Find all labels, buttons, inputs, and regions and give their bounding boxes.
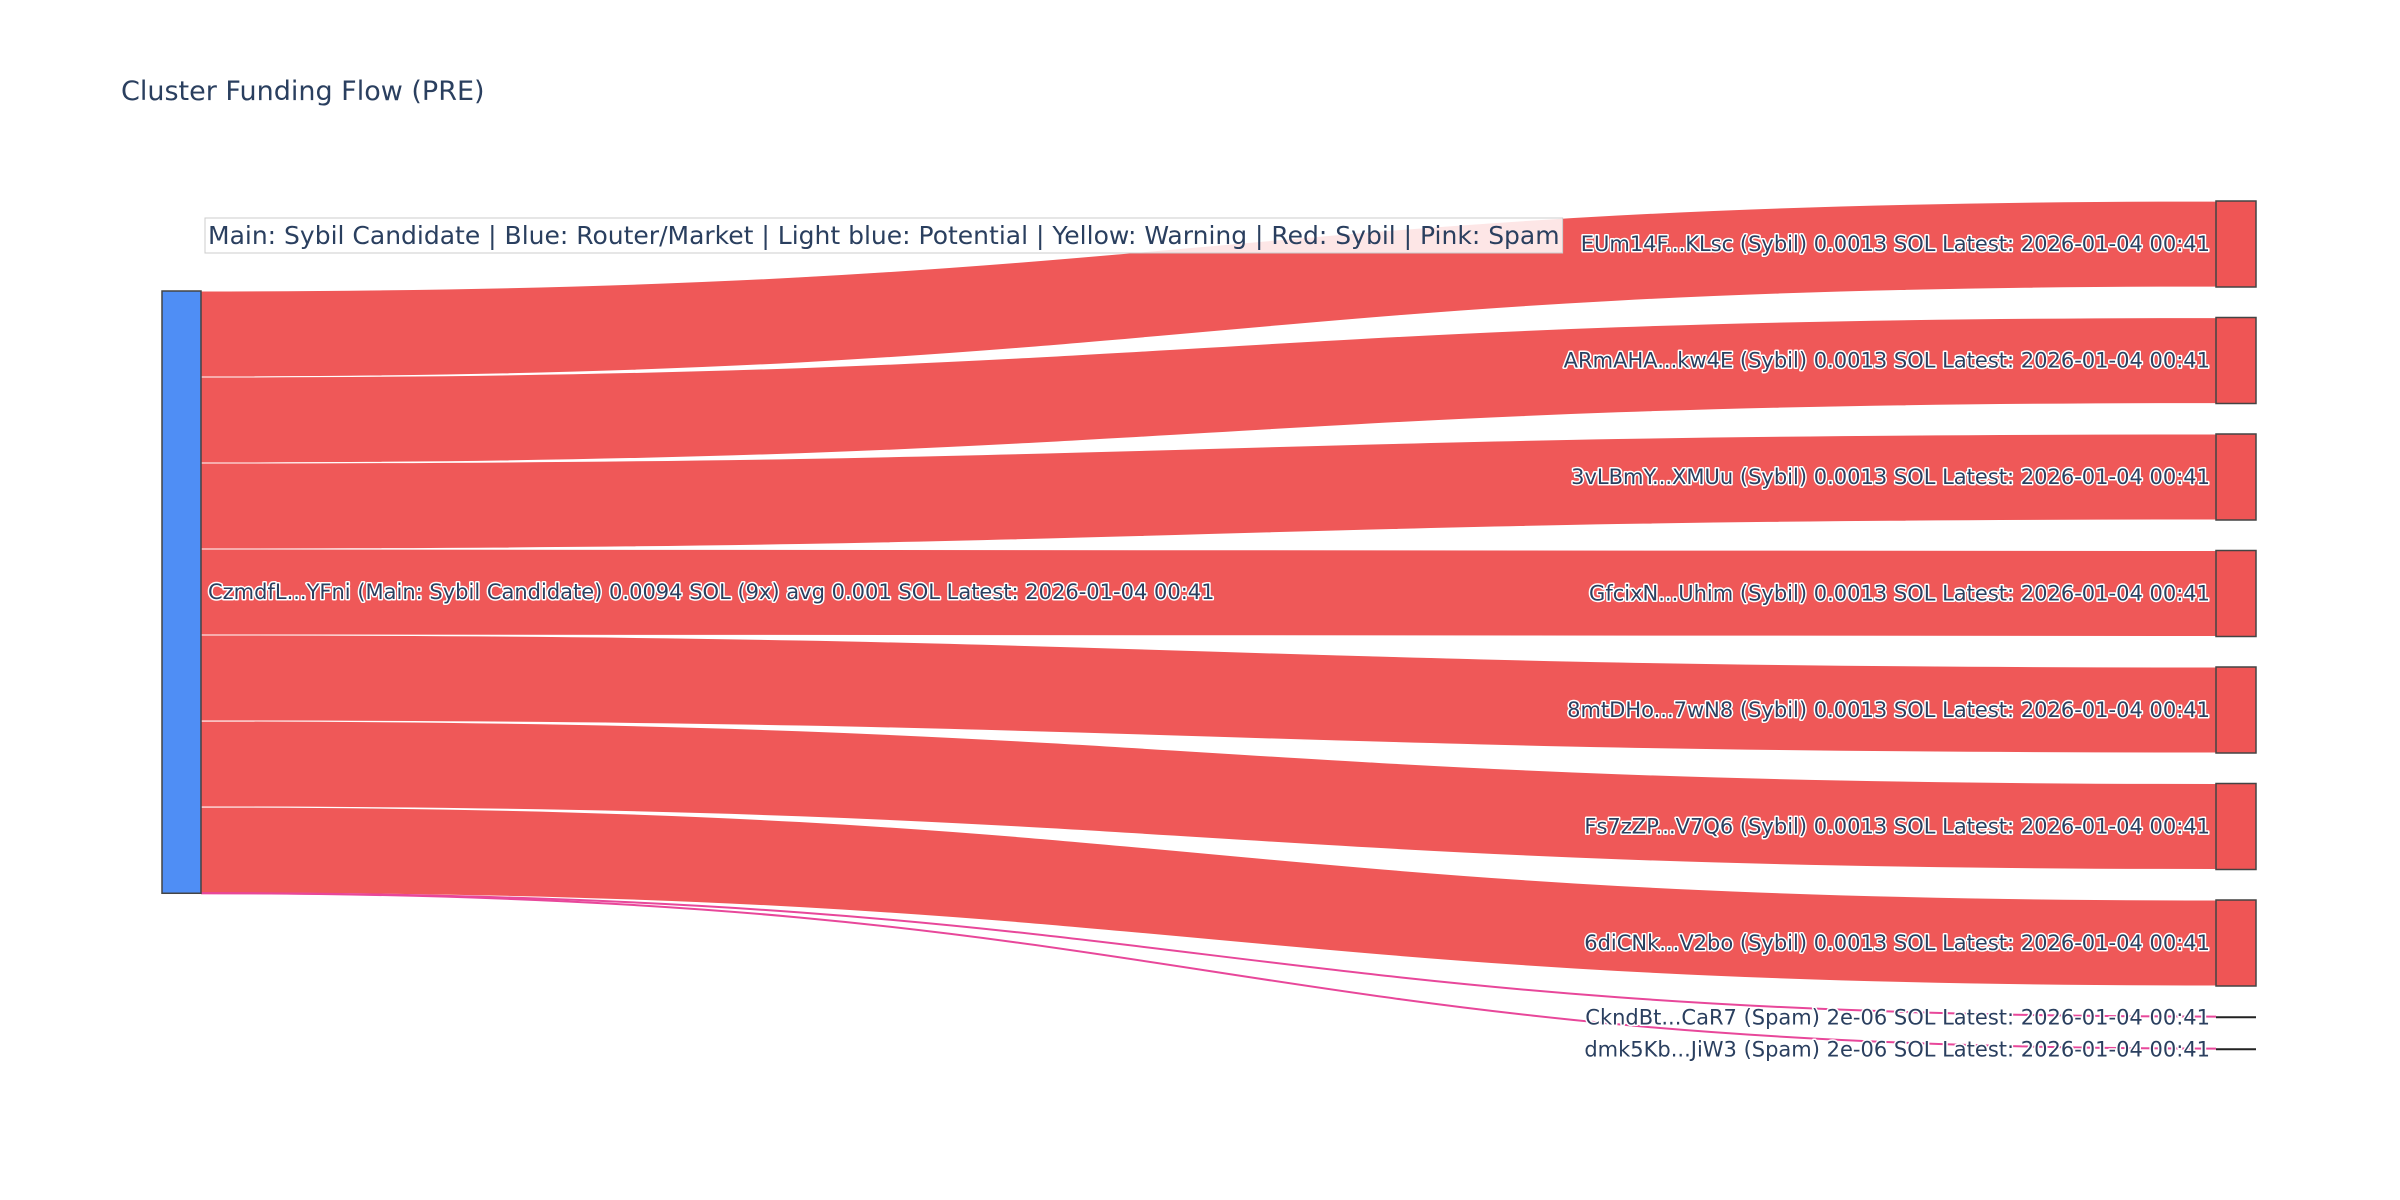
sankey-links	[200, 200, 2217, 1050]
flow-link	[200, 892, 2217, 1018]
target-node	[2215, 782, 2257, 871]
target-node	[2215, 666, 2257, 754]
source-node	[161, 290, 202, 895]
target-node-label: 3vLBmY...XMUu (Sybil) 0.0013 SOL Latest:…	[1571, 465, 2210, 489]
target-node-label: EUm14F...KLsc (Sybil) 0.0013 SOL Latest:…	[1581, 232, 2210, 256]
target-node	[2215, 433, 2257, 521]
target-node-label: 6diCNk...V2bo (Sybil) 0.0013 SOL Latest:…	[1584, 931, 2210, 955]
target-node-label: 8mtDHo...7wN8 (Sybil) 0.0013 SOL Latest:…	[1567, 698, 2210, 722]
target-node-label: Fs7zZP...V7Q6 (Sybil) 0.0013 SOL Latest:…	[1584, 815, 2210, 839]
target-node	[2215, 200, 2257, 288]
target-node	[2215, 316, 2257, 405]
target-node	[2215, 899, 2257, 987]
sankey-labels: CzmdfL...YFni (Main: Sybil Candidate) 0.…	[207, 231, 2212, 1063]
legend-box	[204, 217, 1564, 254]
target-node	[2215, 549, 2257, 638]
target-node-label: CkndBt...CaR7 (Spam) 2e-06 SOL Latest: 2…	[1585, 1005, 2210, 1029]
chart-title: Cluster Funding Flow (PRE)	[121, 76, 485, 107]
flow-link	[200, 892, 2217, 1050]
legend-text: Main: Sybil Candidate | Blue: Router/Mar…	[208, 221, 1560, 250]
target-node-label: GfcixN...Uhim (Sybil) 0.0013 SOL Latest:…	[1589, 582, 2210, 606]
target-node-label: dmk5Kb...JiW3 (Spam) 2e-06 SOL Latest: 2…	[1584, 1037, 2210, 1061]
source-node-label: CzmdfL...YFni (Main: Sybil Candidate) 0.…	[208, 580, 1215, 604]
sankey-nodes	[161, 200, 2257, 1051]
legend-annotation: Main: Sybil Candidate | Blue: Router/Mar…	[204, 217, 1564, 254]
target-node-label: ARmAHA...kw4E (Sybil) 0.0013 SOL Latest:…	[1564, 349, 2210, 373]
